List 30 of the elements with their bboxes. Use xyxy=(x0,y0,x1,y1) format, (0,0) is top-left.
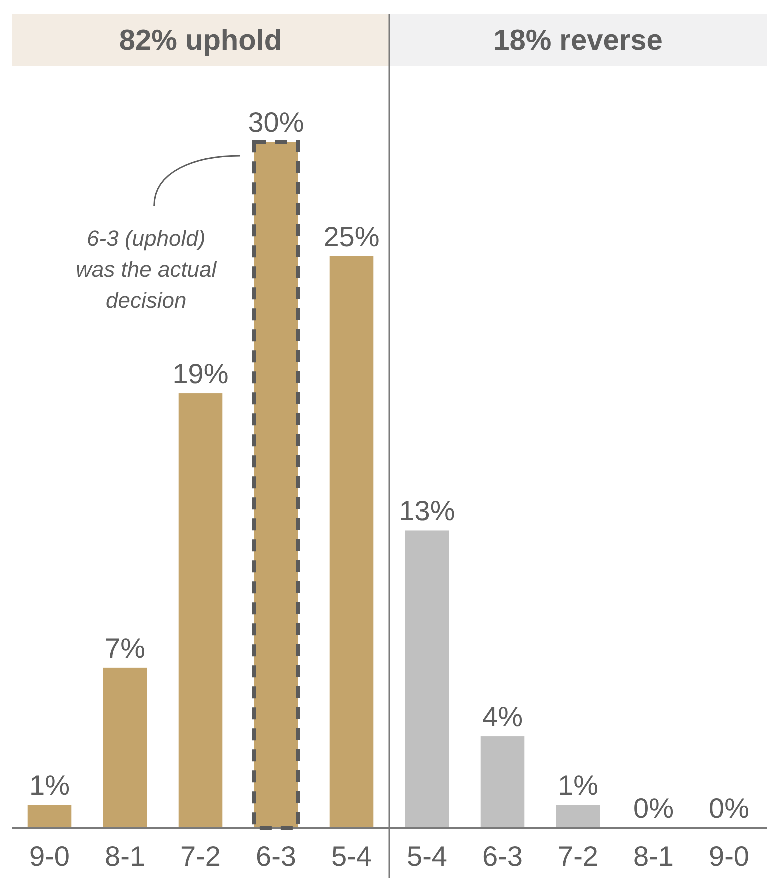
x-tick-label: 8-1 xyxy=(634,841,674,872)
x-tick-label: 5-4 xyxy=(407,841,448,872)
data-label: 0% xyxy=(709,793,750,824)
data-label: 13% xyxy=(399,496,456,527)
annotation: 6-3 (uphold) was the actual decision xyxy=(76,226,218,313)
x-tick-label: 6-3 xyxy=(256,841,296,872)
data-label: 30% xyxy=(248,107,304,138)
bar xyxy=(480,736,525,828)
bar xyxy=(103,668,148,828)
x-tick-label: 6-3 xyxy=(482,841,523,872)
x-tick-label: 7-2 xyxy=(180,841,221,872)
x-tick-label: 8-1 xyxy=(105,841,146,872)
bar xyxy=(330,256,374,828)
data-label: 7% xyxy=(105,632,146,664)
bar xyxy=(28,805,72,828)
bar xyxy=(405,530,450,828)
data-label: 1% xyxy=(30,770,70,802)
bar xyxy=(178,394,223,828)
bar xyxy=(556,805,600,828)
data-label: 25% xyxy=(324,221,380,252)
data-label: 4% xyxy=(482,702,523,733)
text: 82% uphold xyxy=(119,25,282,57)
data-label: 19% xyxy=(172,358,229,390)
x-tick-label: 7-2 xyxy=(558,841,598,872)
data-label: 1% xyxy=(558,770,598,802)
x-tick-label: 9-0 xyxy=(30,841,70,872)
text: 18% reverse xyxy=(494,25,663,57)
x-tick-label: 9-0 xyxy=(709,841,750,872)
x-tick-label: 5-4 xyxy=(332,841,372,872)
data-label: 0% xyxy=(634,793,674,824)
